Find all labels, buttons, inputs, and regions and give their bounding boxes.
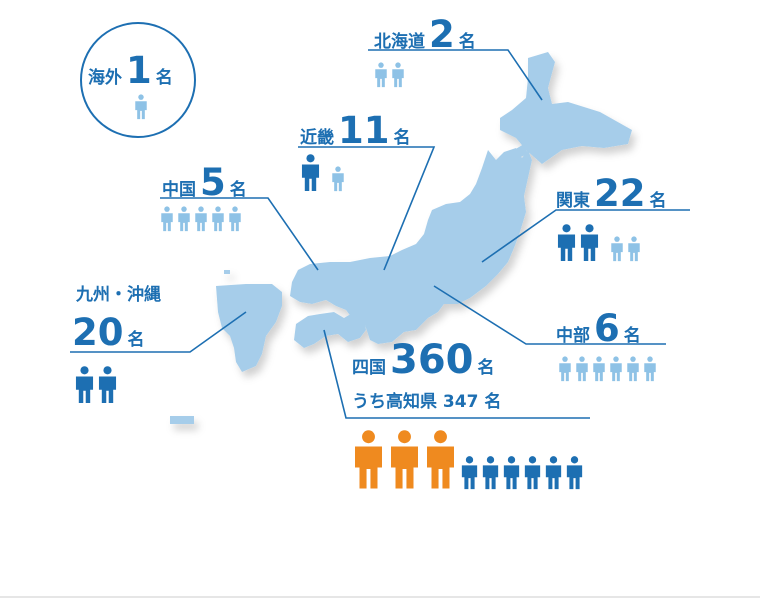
figures-overseas [134, 94, 151, 120]
region-label-overseas: 海外 1 名 [88, 52, 173, 89]
person-icon [375, 62, 387, 88]
figures-kanto [556, 224, 644, 262]
region-label-kyushu: 九州・沖縄 [76, 287, 161, 304]
region-unit: 名 [477, 358, 495, 378]
region-unit: 名 [649, 191, 667, 211]
person-icon [178, 206, 190, 232]
shikoku-shape [294, 312, 366, 348]
person-icon [301, 154, 320, 192]
hokkaido-shape [500, 52, 632, 164]
region-label-chugoku: 中国 5 名 [162, 164, 247, 201]
region-unit: 名 [155, 68, 173, 88]
person-icon [461, 456, 478, 490]
person-icon [627, 356, 639, 382]
overseas-circle [80, 22, 196, 138]
person-icon [161, 206, 173, 232]
person-icon [332, 166, 344, 192]
region-name: 北海道 [374, 32, 425, 52]
region-unit: 名 [229, 180, 247, 200]
region-count: 2 [429, 13, 455, 56]
leader-kanto [481, 209, 690, 263]
person-icon [503, 456, 520, 490]
region-sublabel-shikoku: うち高知県 347 名 [352, 392, 502, 412]
leader-hokkaido [368, 49, 543, 101]
region-unit: 名 [623, 326, 641, 346]
honshu-shape [290, 148, 532, 344]
region-count-kyushu: 20 名 [72, 314, 145, 351]
leader-shikoku [323, 329, 590, 419]
region-label-shikoku: 四国 360 名 [352, 340, 495, 380]
figures-kyushu [74, 366, 120, 404]
person-icon [557, 224, 576, 262]
person-icon [392, 62, 404, 88]
region-name: 四国 [352, 358, 386, 378]
region-name: 中国 [162, 180, 196, 200]
region-count: 22 [594, 172, 646, 215]
leader-chubu [433, 285, 666, 345]
region-count: 1 [126, 49, 152, 92]
person-icon [195, 206, 207, 232]
tsushima-shape [224, 270, 230, 274]
region-name: 中部 [556, 326, 590, 346]
leader-kyushu [70, 311, 247, 353]
person-icon [644, 356, 656, 382]
person-icon [628, 236, 640, 262]
region-count: 6 [594, 307, 620, 350]
person-icon [427, 430, 454, 489]
region-name: 関東 [556, 191, 590, 211]
person-icon [135, 94, 147, 120]
region-label-kinki: 近畿 11 名 [300, 112, 411, 149]
region-label-hokkaido: 北海道 2 名 [374, 16, 476, 53]
region-count: 360 [390, 337, 474, 383]
land-mass [170, 52, 632, 424]
person-icon [75, 366, 94, 404]
region-name: 海外 [88, 68, 122, 88]
leader-chugoku [160, 197, 319, 271]
figures-chugoku [160, 206, 245, 232]
person-icon [566, 456, 583, 490]
okinawa-shape [170, 416, 194, 424]
region-name: 九州・沖縄 [76, 285, 161, 305]
person-icon [593, 356, 605, 382]
person-icon [545, 456, 562, 490]
sado-shape [514, 144, 528, 158]
person-icon [482, 456, 499, 490]
region-unit: 名 [458, 32, 476, 52]
leader-lines [70, 49, 690, 419]
figures-hokkaido [374, 62, 408, 88]
region-label-chubu: 中部 6 名 [556, 310, 641, 347]
figures-kinki [300, 154, 348, 192]
leader-kinki [298, 146, 436, 271]
person-icon [98, 366, 117, 404]
person-icon [212, 206, 224, 232]
person-icon [524, 456, 541, 490]
region-label-kanto: 関東 22 名 [556, 175, 667, 212]
person-icon [580, 224, 599, 262]
region-unit: 名 [127, 330, 145, 350]
person-icon [611, 236, 623, 262]
kyushu-shape [216, 284, 282, 372]
region-unit: 名 [393, 128, 411, 148]
person-icon [610, 356, 622, 382]
region-count: 20 [72, 311, 124, 354]
region-count: 5 [200, 161, 226, 204]
person-icon [559, 356, 571, 382]
person-icon [576, 356, 588, 382]
region-count: 11 [338, 109, 390, 152]
region-name: 近畿 [300, 128, 334, 148]
figures-chubu [558, 356, 660, 382]
person-icon [391, 430, 418, 489]
person-icon [229, 206, 241, 232]
figures-shikoku [352, 430, 586, 490]
footer-divider [0, 596, 760, 598]
person-icon [355, 430, 382, 489]
